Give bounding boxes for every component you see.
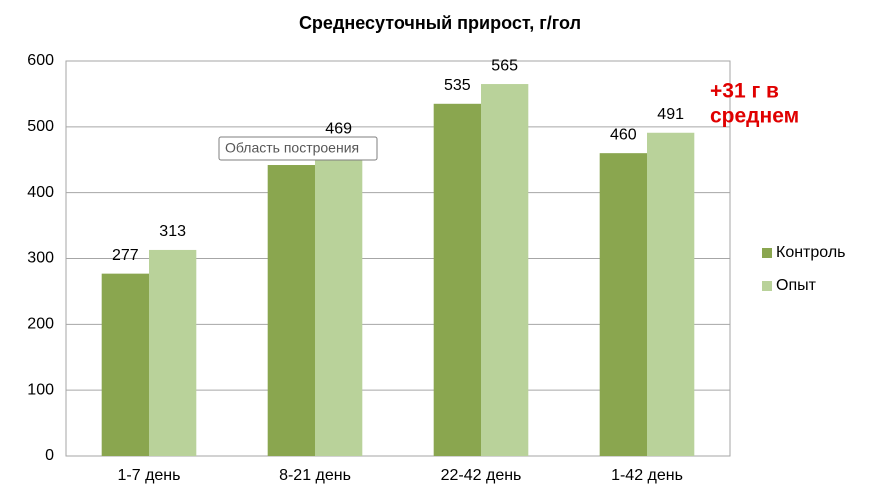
legend-swatch: [762, 248, 772, 258]
x-tick-label: 22-42 день: [441, 467, 522, 484]
annotation: +31 г в: [710, 80, 779, 103]
annotation: среднем: [710, 105, 799, 128]
bar: [149, 249, 197, 456]
x-tick-label: 1-42 день: [611, 467, 683, 484]
data-label: 460: [610, 126, 637, 143]
data-label: 277: [112, 247, 139, 264]
tooltip-box: [218, 136, 378, 161]
bar: [599, 153, 647, 456]
legend-label: Опыт: [776, 277, 817, 294]
y-tick-label: 0: [45, 447, 54, 464]
chart-title: Среднесуточный прирост, г/гол: [299, 13, 581, 33]
y-tick-label: 300: [27, 250, 54, 267]
bar: [101, 273, 149, 456]
legend-label: Контроль: [776, 244, 846, 261]
tooltip-text: Область построения: [225, 140, 359, 156]
x-tick-label: 8-21 день: [279, 467, 351, 484]
bar: [315, 147, 363, 456]
y-tick-label: 500: [27, 118, 54, 135]
data-label: 491: [657, 106, 684, 123]
data-label: 535: [444, 77, 471, 94]
data-label: 469: [325, 120, 352, 137]
y-tick-label: 100: [27, 381, 54, 398]
bar: [433, 103, 481, 457]
bar: [481, 84, 529, 457]
y-tick-label: 600: [27, 52, 54, 69]
y-tick-label: 200: [27, 316, 54, 333]
x-tick-label: 1-7 день: [118, 467, 181, 484]
bar: [647, 132, 695, 456]
bar: [267, 165, 315, 456]
legend-swatch: [762, 281, 772, 291]
data-label: 565: [491, 57, 518, 74]
plot-border: [65, 60, 731, 457]
data-label: 313: [159, 223, 186, 240]
y-tick-label: 400: [27, 184, 54, 201]
